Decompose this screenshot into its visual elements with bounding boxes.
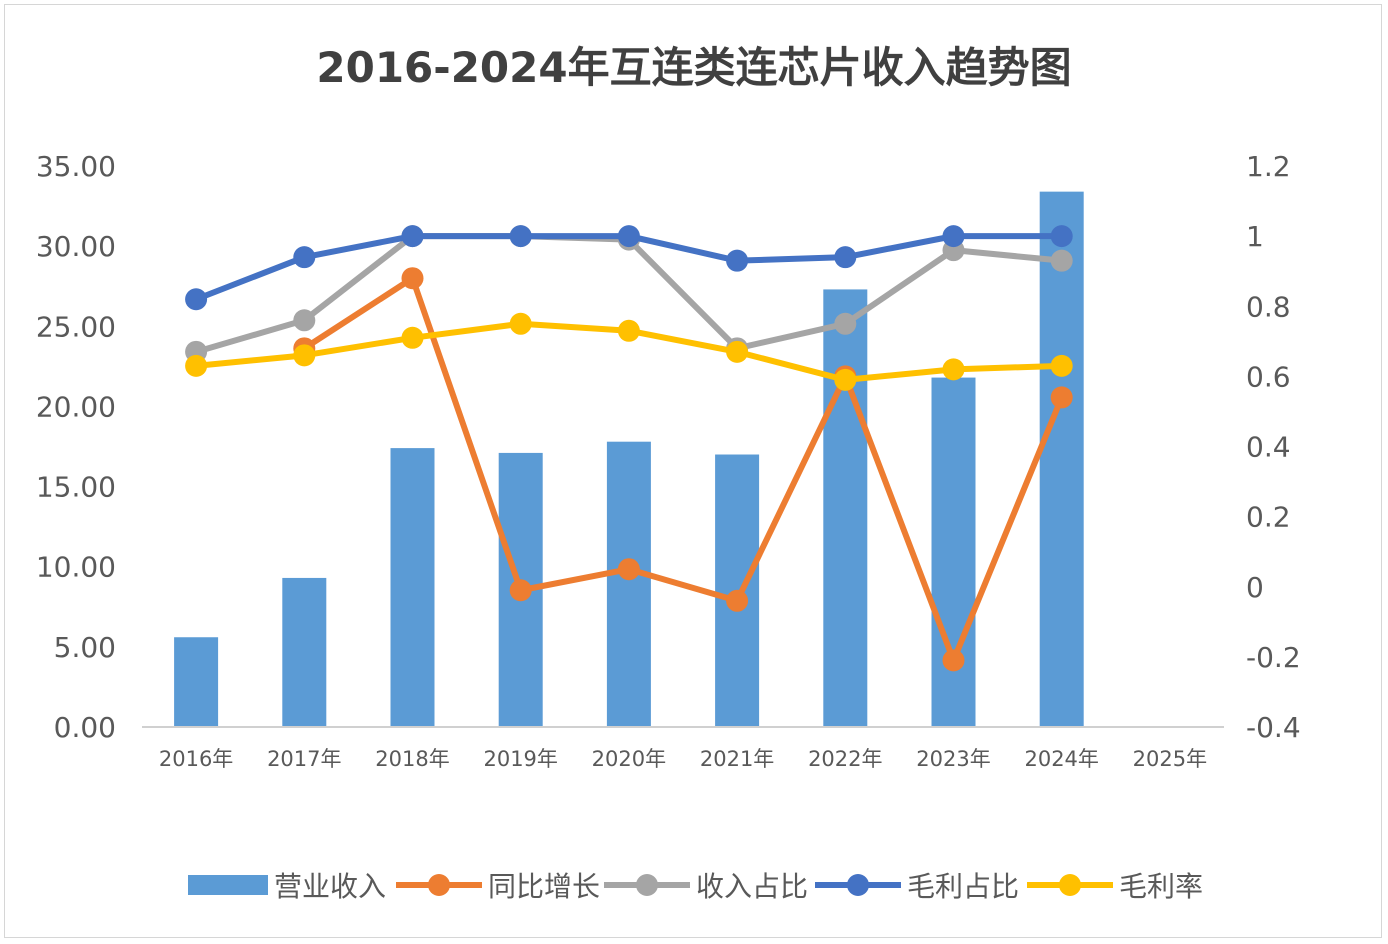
x-tick-label: 2017年 (267, 747, 341, 771)
data-point (510, 225, 532, 247)
right-tick-label: 0.4 (1246, 431, 1291, 464)
right-tick-label: 0.8 (1246, 290, 1291, 323)
data-point (185, 288, 207, 310)
legend-label: 同比增长 (488, 870, 600, 903)
right-tick-label: 1 (1246, 220, 1264, 253)
bar-2 (282, 578, 326, 727)
x-axis: 2016年 2017年 2018年 2019年 2020年 2021年 2022年 2023年… (159, 747, 1207, 771)
bar-8 (932, 378, 976, 727)
right-tick-label: 0 (1246, 571, 1264, 604)
left-tick-label: 5.00 (54, 631, 116, 664)
legend-marker (428, 874, 450, 896)
data-point (943, 649, 965, 671)
data-point (618, 320, 640, 342)
left-axis: 0.00 5.00 10.00 15.00 20.00 25.00 30.00 35.00 (36, 150, 116, 744)
left-tick-label: 10.00 (36, 551, 116, 584)
legend-marker (1059, 874, 1081, 896)
legend-label: 营业收入 (274, 870, 386, 903)
left-tick-label: 30.00 (36, 230, 116, 263)
right-tick-label: 0.6 (1246, 360, 1291, 393)
legend: 营业收入 同比增长 收入占比 毛利占比 毛利率 (188, 870, 1203, 903)
x-tick-label: 2024年 (1024, 747, 1098, 771)
data-point (943, 225, 965, 247)
legend-marker (636, 874, 658, 896)
legend-item-3: 收入占比 (604, 870, 808, 903)
bar-3 (391, 448, 435, 727)
x-tick-label: 2020年 (592, 747, 666, 771)
chart-canvas: 0.00 5.00 10.00 15.00 20.00 25.00 30.00 35.00 -… (0, 0, 1388, 944)
right-tick-label: -0.2 (1246, 641, 1301, 674)
data-point (834, 313, 856, 335)
data-point (402, 267, 424, 289)
data-point (943, 358, 965, 380)
x-tick-label: 2023年 (916, 747, 990, 771)
bar-1 (174, 637, 218, 727)
x-tick-label: 2022年 (808, 747, 882, 771)
left-tick-label: 20.00 (36, 390, 116, 423)
x-tick-label: 2016年 (159, 747, 233, 771)
legend-item-5: 毛利率 (1027, 870, 1203, 903)
legend-label: 毛利率 (1119, 870, 1203, 903)
data-point (1051, 386, 1073, 408)
left-tick-label: 25.00 (36, 310, 116, 343)
legend-label: 毛利占比 (907, 870, 1019, 903)
data-point (293, 309, 315, 331)
right-axis: -0.4 -0.2 0 0.2 0.4 0.6 0.8 1 1.2 (1246, 150, 1301, 744)
data-point (834, 369, 856, 391)
x-tick-label: 2021年 (700, 747, 774, 771)
data-point (1051, 355, 1073, 377)
series-line-3 (185, 225, 1073, 310)
bar-5 (607, 442, 651, 727)
right-tick-label: 0.2 (1246, 501, 1291, 534)
data-point (1051, 250, 1073, 272)
data-point (618, 225, 640, 247)
data-point (726, 341, 748, 363)
data-point (726, 250, 748, 272)
data-point (185, 355, 207, 377)
data-point (402, 327, 424, 349)
legend-item-1: 营业收入 (188, 870, 386, 903)
data-point (834, 246, 856, 268)
bar-9 (1040, 192, 1084, 727)
bar-7 (823, 289, 867, 727)
data-point (1051, 225, 1073, 247)
right-tick-label: 1.2 (1246, 150, 1291, 183)
legend-label: 收入占比 (696, 870, 808, 903)
data-point (618, 558, 640, 580)
legend-marker (847, 874, 869, 896)
data-point (510, 579, 532, 601)
data-point (293, 344, 315, 366)
data-point (402, 225, 424, 247)
data-point (510, 313, 532, 335)
legend-item-4: 毛利占比 (815, 870, 1019, 903)
data-point (726, 590, 748, 612)
left-tick-label: 35.00 (36, 150, 116, 183)
x-tick-label: 2019年 (483, 747, 557, 771)
left-tick-label: 0.00 (54, 711, 116, 744)
right-tick-label: -0.4 (1246, 711, 1301, 744)
x-tick-label: 2025年 (1133, 747, 1207, 771)
x-tick-label: 2018年 (375, 747, 449, 771)
left-tick-label: 15.00 (36, 471, 116, 504)
legend-swatch (188, 875, 268, 895)
legend-item-2: 同比增长 (396, 870, 600, 903)
data-point (293, 246, 315, 268)
